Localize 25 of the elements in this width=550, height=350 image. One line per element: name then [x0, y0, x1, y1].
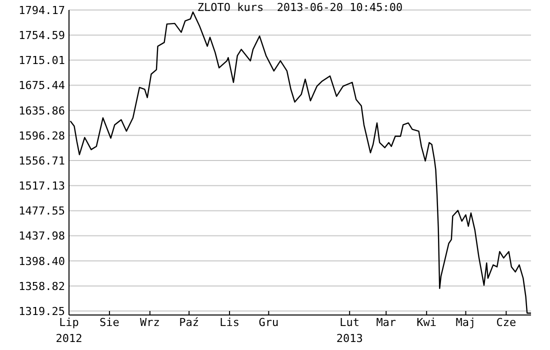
y-tick-label: 1477.55 — [18, 204, 65, 218]
x-tick-label: Mar — [376, 316, 396, 329]
x-tick-label: Cze — [496, 316, 516, 329]
x-tick-label: Lis — [220, 316, 240, 329]
y-tick-label: 1398.40 — [18, 254, 65, 268]
y-tick-label: 1715.01 — [18, 54, 65, 68]
x-tick-label: Gru — [258, 316, 279, 329]
x-tick-label: Kwi — [416, 316, 437, 329]
y-tick-label: 1517.13 — [18, 180, 65, 193]
y-tick-label: 1319.25 — [18, 304, 65, 318]
y-tick-label: 1675.44 — [18, 79, 66, 92]
x-tick-label: Wrz — [140, 316, 160, 329]
y-tick-label: 1754.59 — [18, 28, 65, 42]
x-tick-label: Sie — [100, 316, 120, 329]
y-tick-label: 1635.86 — [18, 104, 65, 118]
x-tick-label: Maj — [456, 316, 476, 329]
y-tick-label: 1794.17 — [18, 4, 65, 17]
y-tick-label: 1556.71 — [18, 154, 65, 168]
chart-title: ZLOTO kurs 2013-06-20 10:45:00 — [196, 1, 404, 14]
x-tick-label: Lip 2012 — [56, 316, 82, 345]
y-tick-label: 1596.28 — [18, 129, 65, 142]
x-tick-label: Paź — [179, 316, 200, 329]
y-tick-label: 1358.82 — [18, 280, 65, 293]
x-tick-label: Lut 2013 — [336, 316, 363, 345]
y-tick-label: 1437.98 — [18, 230, 65, 243]
